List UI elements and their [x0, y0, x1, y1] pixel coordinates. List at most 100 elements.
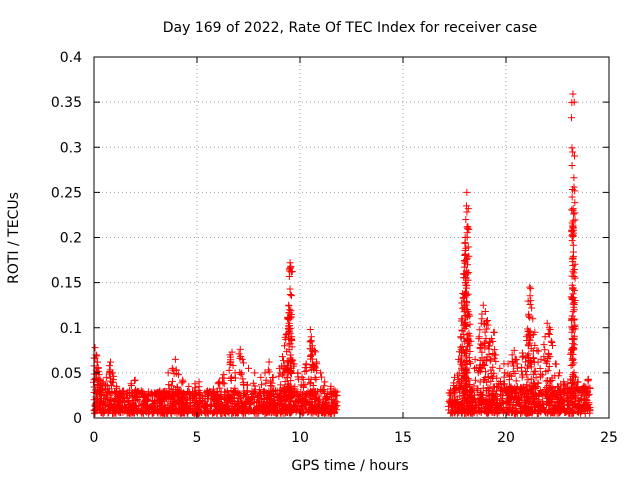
data-point [466, 320, 474, 328]
data-point [496, 364, 504, 372]
data-point [323, 394, 331, 402]
data-point [216, 384, 224, 392]
data-point [461, 250, 469, 258]
data-point [523, 371, 531, 379]
data-point [571, 402, 579, 410]
data-point [294, 369, 302, 377]
data-point [528, 304, 536, 312]
data-point [117, 392, 125, 400]
axis-ticks [93, 56, 610, 419]
data-point [532, 402, 540, 410]
data-point [153, 402, 161, 410]
data-point [569, 241, 577, 249]
data-point [139, 391, 147, 399]
data-point [186, 399, 194, 407]
data-point [251, 407, 259, 415]
data-point [526, 301, 534, 309]
data-point [584, 405, 592, 413]
data-point [177, 395, 185, 403]
x-tick-label: 15 [394, 430, 412, 446]
data-point [328, 396, 336, 404]
data-point [523, 392, 531, 400]
data-point [168, 364, 176, 372]
data-point [569, 350, 577, 358]
data-point [532, 374, 540, 382]
data-point [265, 387, 273, 395]
data-point [283, 374, 291, 382]
data-point [465, 252, 473, 260]
data-point [261, 369, 269, 377]
data-point [451, 384, 459, 392]
data-point [524, 409, 532, 417]
data-point [239, 378, 247, 386]
y-tick-label: 0 [73, 411, 82, 427]
data-point [465, 354, 473, 362]
data-point [580, 386, 588, 394]
data-point [124, 407, 132, 415]
data-point [475, 367, 483, 374]
data-point [463, 298, 471, 306]
data-point [231, 374, 239, 382]
data-point [516, 388, 524, 396]
data-point [570, 174, 578, 182]
data-point [297, 407, 305, 415]
data-point [187, 405, 195, 413]
data-point [572, 373, 580, 381]
data-point [111, 389, 119, 397]
data-point [309, 347, 317, 355]
data-point [109, 378, 117, 386]
data-point [464, 270, 472, 278]
data-point [131, 402, 139, 410]
data-point [112, 407, 120, 415]
data-point [486, 384, 494, 392]
data-point [319, 385, 327, 393]
data-point [544, 382, 552, 390]
data-point [285, 328, 293, 336]
data-point [183, 407, 191, 415]
data-point [263, 409, 271, 417]
data-point [469, 396, 477, 404]
data-point [475, 406, 483, 414]
data-point [507, 393, 515, 401]
data-point [585, 390, 593, 398]
data-point [220, 380, 228, 388]
data-point [490, 369, 498, 377]
data-point [214, 404, 222, 412]
y-tick-label: 0.05 [51, 366, 82, 382]
data-point [490, 328, 498, 336]
data-point [231, 408, 239, 416]
data-point [220, 388, 228, 396]
data-point [142, 397, 150, 405]
data-point [465, 225, 473, 233]
data-point [466, 341, 474, 349]
data-point [531, 341, 539, 349]
data-point [283, 358, 291, 366]
data-point [518, 353, 526, 361]
x-tick-label: 10 [291, 430, 309, 446]
data-point [287, 356, 295, 364]
data-point [505, 382, 513, 390]
data-point [228, 373, 236, 381]
data-point [524, 341, 532, 349]
data-point [236, 345, 244, 353]
data-point [235, 403, 243, 411]
data-point [569, 90, 577, 98]
data-point [318, 373, 326, 381]
data-point [454, 400, 462, 408]
data-point [490, 383, 498, 391]
data-point [529, 315, 537, 323]
data-point [482, 368, 490, 376]
data-point [461, 373, 469, 381]
data-point [466, 347, 474, 355]
data-point [331, 388, 339, 396]
data-point [483, 317, 491, 325]
data-point [91, 405, 99, 413]
data-point [143, 404, 151, 412]
grid-lines [94, 57, 609, 418]
data-point [282, 396, 290, 404]
data-point [270, 386, 278, 394]
data-point [542, 401, 550, 409]
data-point [524, 393, 532, 401]
data-point [288, 313, 296, 321]
